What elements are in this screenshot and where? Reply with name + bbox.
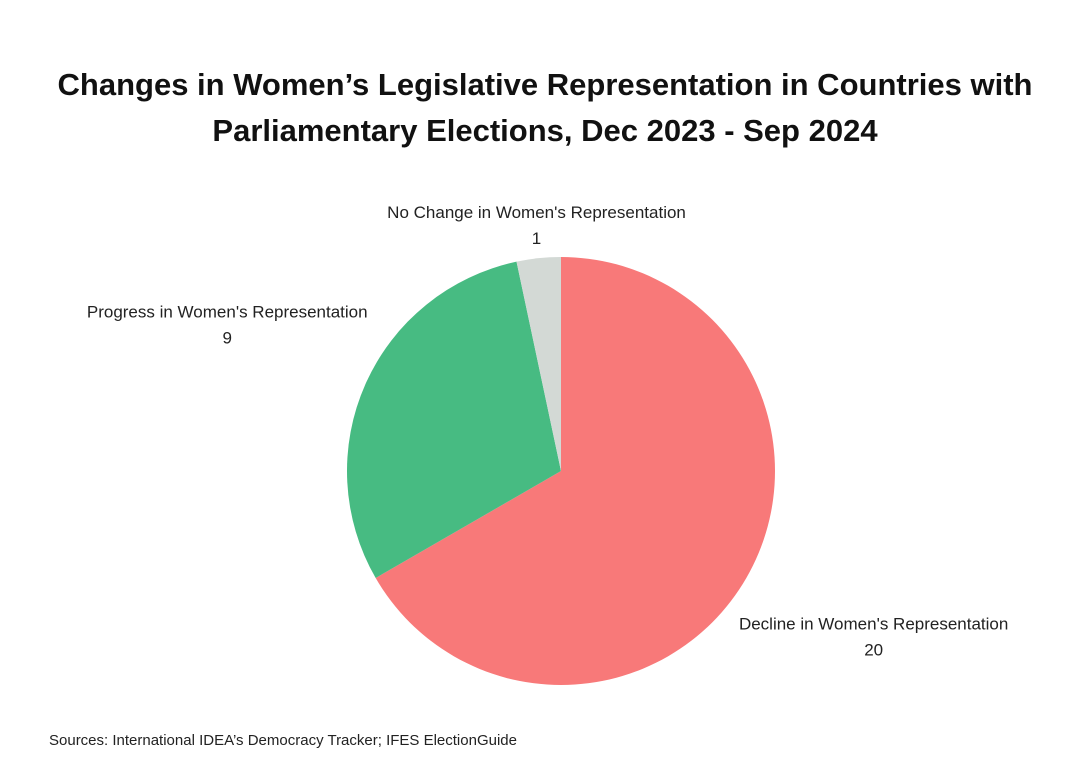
chart-title: Changes in Women’s Legislative Represent… (57, 67, 1033, 148)
pie-slice (375, 257, 775, 685)
slice-label: Progress in Women's Representation (87, 302, 368, 321)
slice-value: 9 (222, 328, 231, 347)
slice-value: 20 (864, 640, 883, 659)
pie-slice (347, 261, 561, 578)
slice-value: 1 (532, 229, 541, 248)
pie-slice (516, 257, 561, 471)
slice-label: No Change in Women's Representation (387, 203, 686, 222)
slice-label: Decline in Women's Representation (739, 614, 1008, 633)
source-note: Sources: International IDEA’s Democracy … (49, 732, 517, 749)
